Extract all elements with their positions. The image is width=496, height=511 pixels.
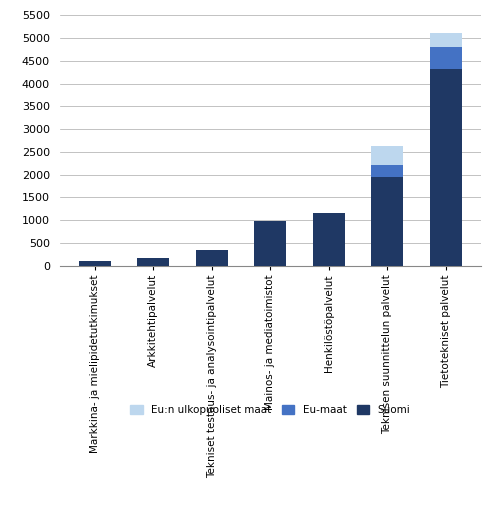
Bar bbox=[254, 221, 286, 266]
Bar bbox=[79, 261, 111, 266]
Bar bbox=[372, 165, 403, 177]
Bar bbox=[196, 250, 228, 266]
Bar bbox=[137, 258, 169, 266]
Bar bbox=[372, 177, 403, 266]
Bar bbox=[430, 47, 462, 69]
Bar bbox=[313, 213, 345, 266]
Bar bbox=[372, 146, 403, 165]
Bar bbox=[430, 33, 462, 47]
Bar bbox=[430, 69, 462, 266]
Legend: Eu:n ulkopuoliset maat, Eu-maat, Suomi: Eu:n ulkopuoliset maat, Eu-maat, Suomi bbox=[126, 401, 415, 420]
